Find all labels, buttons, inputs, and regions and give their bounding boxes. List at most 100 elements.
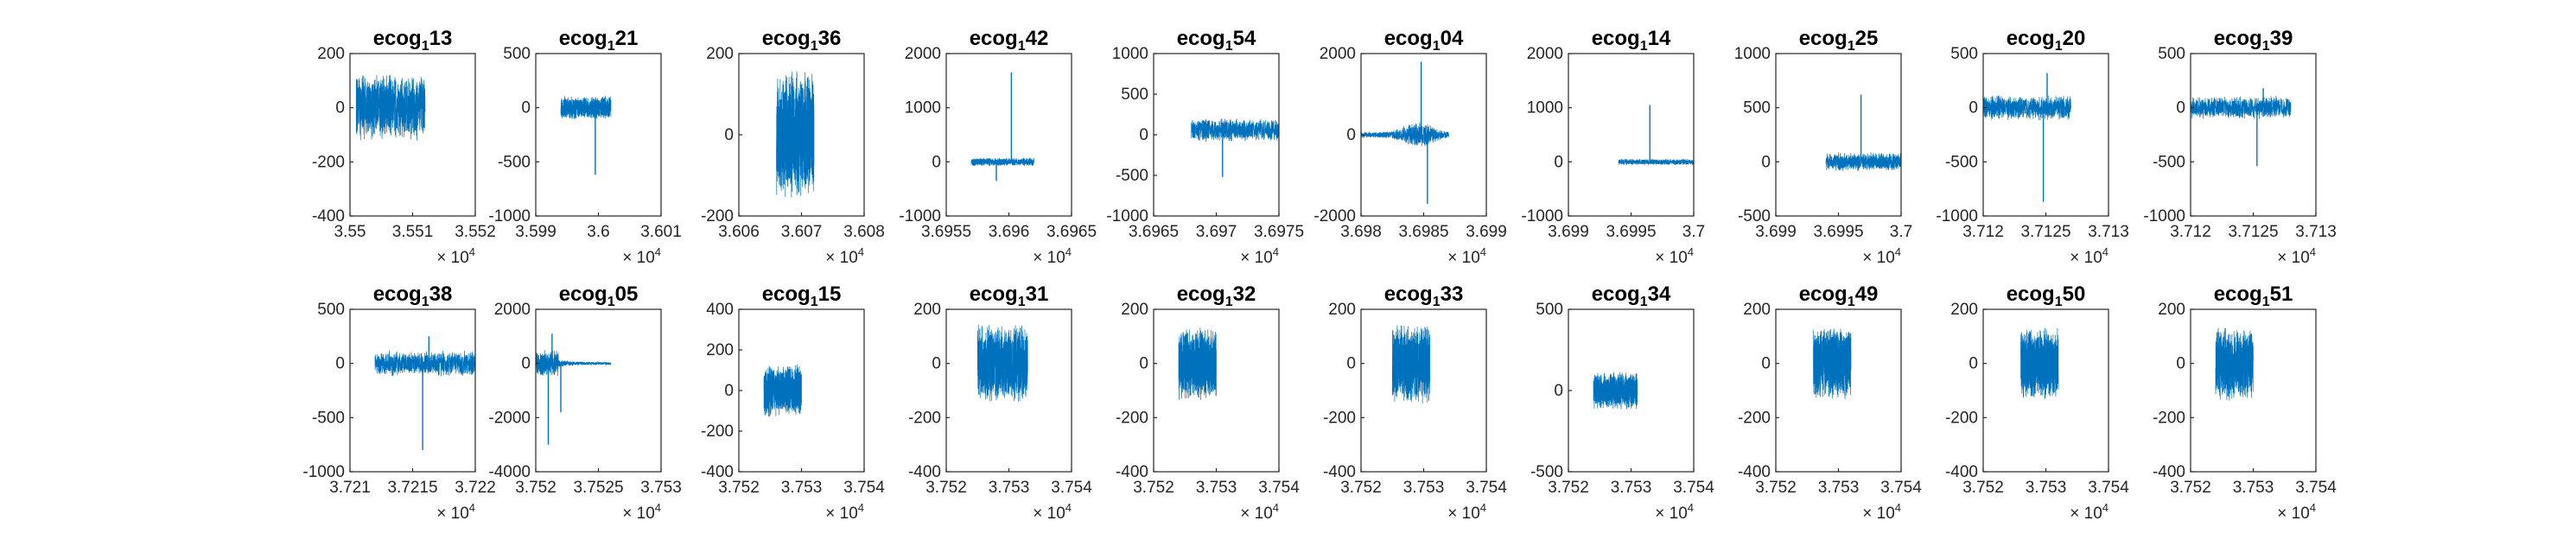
title-subscript: 1 <box>1018 295 1026 309</box>
y-tick-label: -200 <box>908 409 941 427</box>
series-trace <box>1391 325 1431 403</box>
title-base: ecog <box>762 283 811 306</box>
x-tick-label: 3.754 <box>843 479 885 497</box>
x-multiplier-base: × 10 <box>1655 505 1688 523</box>
subplot-title: ecog131 <box>970 283 1049 309</box>
y-tick-label: 200 <box>1121 301 1148 319</box>
x-tick-label: 3.753 <box>1611 479 1652 497</box>
title-base: ecog <box>762 27 811 50</box>
y-tick-label: -500 <box>1738 207 1771 226</box>
x-tick-label: 3.753 <box>989 479 1030 497</box>
y-tick-label: 0 <box>724 126 734 144</box>
subplot-title: ecog121 <box>559 27 639 54</box>
y-tick-label: -200 <box>1738 409 1771 427</box>
x-multiplier-base: × 10 <box>2070 505 2102 523</box>
subplot-ecog154: ecog154 3.6965 3.697 3.6975 -1000 -500 0 500 100… <box>1106 27 1304 267</box>
axes-box <box>1982 53 2109 217</box>
title-subscript: 1 <box>1640 295 1648 309</box>
y-tick-label: 200 <box>706 341 734 359</box>
title-subscript: 1 <box>1640 39 1648 54</box>
x-multiplier: × 104 <box>2277 501 2316 523</box>
y-tick-label: -1000 <box>1106 207 1148 226</box>
subplot-title: ecog136 <box>762 27 842 54</box>
x-tick-label: 3.722 <box>455 479 496 497</box>
x-multiplier: × 104 <box>1862 501 1901 523</box>
axes-box <box>535 53 662 217</box>
x-tick-label: 3.753 <box>2233 479 2274 497</box>
title-base: ecog <box>1384 283 1433 306</box>
x-multiplier: × 104 <box>1033 245 1072 267</box>
y-tick-label: -500 <box>312 409 345 427</box>
x-tick-label: 3.55 <box>334 223 366 241</box>
title-rest: 20 <box>2063 27 2086 50</box>
y-tick-label: -2000 <box>488 409 531 427</box>
y-tick-label: 500 <box>317 301 345 319</box>
y-tick-label: 500 <box>1743 99 1771 118</box>
subplot-title: ecog139 <box>2214 27 2293 54</box>
y-tick-label: -500 <box>498 153 531 171</box>
y-tick-label: 0 <box>1969 355 1978 373</box>
title-subscript: 1 <box>2055 295 2063 309</box>
x-tick-label: 3.752 <box>2170 479 2211 497</box>
x-tick-label: 3.753 <box>1818 479 1860 497</box>
subplot-ecog136: ecog136 3.606 3.607 3.608 -200 0 200 × 104 <box>701 27 885 267</box>
x-multiplier-exp: 4 <box>1895 501 1901 514</box>
axes-box <box>349 53 476 217</box>
x-multiplier-exp: 4 <box>1065 501 1072 514</box>
x-multiplier-exp: 4 <box>1480 501 1486 514</box>
x-tick-label: 3.7125 <box>2020 223 2070 241</box>
y-tick-label: -400 <box>701 463 734 481</box>
title-rest: 51 <box>2270 283 2293 306</box>
x-multiplier-base: × 10 <box>1655 249 1688 267</box>
y-tick-label: 0 <box>1761 355 1771 373</box>
series-trace <box>1813 328 1852 400</box>
x-tick-label: 3.7525 <box>573 479 623 497</box>
subplot-title: ecog154 <box>1177 27 1256 54</box>
y-tick-label: 1000 <box>1112 45 1148 63</box>
x-multiplier-base: × 10 <box>1447 505 1480 523</box>
x-tick-label: 3.752 <box>718 479 760 497</box>
title-rest: 39 <box>2270 27 2293 50</box>
x-tick-label: 3.6 <box>587 223 609 241</box>
series-trace <box>374 350 476 377</box>
x-tick-label: 3.607 <box>781 223 823 241</box>
subplot-ecog151: ecog151 3.752 3.753 3.754 -400 -200 0 200 × 104 <box>2153 283 2337 523</box>
title-base: ecog <box>970 27 1018 50</box>
x-multiplier-base: × 10 <box>1447 249 1480 267</box>
subplot-ecog138: ecog138 3.721 3.7215 3.722 -1000 -500 0 500 × 10… <box>302 283 495 523</box>
title-rest: 31 <box>1026 283 1049 306</box>
x-tick-label: 3.752 <box>515 479 557 497</box>
subplot-title: ecog120 <box>2007 27 2086 54</box>
subplot-title: ecog134 <box>1592 283 1671 309</box>
y-tick-label: 500 <box>503 45 531 63</box>
x-tick-label: 3.753 <box>2026 479 2067 497</box>
y-tick-label: 0 <box>1761 153 1771 171</box>
y-tick-label: -400 <box>2153 463 2185 481</box>
x-tick-label: 3.754 <box>1466 479 1507 497</box>
title-base: ecog <box>559 283 607 306</box>
title-base: ecog <box>2214 27 2262 50</box>
x-multiplier-exp: 4 <box>2102 501 2109 514</box>
x-tick-label: 3.599 <box>515 223 557 241</box>
subplot-title: ecog138 <box>373 283 453 309</box>
x-multiplier-exp: 4 <box>1480 245 1486 258</box>
subplot-ecog150: ecog150 3.752 3.753 3.754 -400 -200 0 200 × 104 <box>1945 283 2129 523</box>
y-tick-label: 0 <box>1969 99 1978 118</box>
title-rest: 42 <box>1026 27 1049 50</box>
y-tick-label: 0 <box>932 355 941 373</box>
x-multiplier-exp: 4 <box>858 501 864 514</box>
x-multiplier: × 104 <box>1447 245 1486 267</box>
x-tick-label: 3.753 <box>1196 479 1237 497</box>
y-tick-label: 200 <box>1950 301 1978 319</box>
title-subscript: 1 <box>811 295 818 309</box>
title-base: ecog <box>2007 283 2055 306</box>
title-base: ecog <box>1592 283 1640 306</box>
y-tick-label: 1000 <box>1527 99 1563 118</box>
x-tick-label: 3.6965 <box>1046 223 1097 241</box>
title-rest: 54 <box>1233 27 1256 50</box>
y-tick-label: 200 <box>2158 301 2185 319</box>
x-multiplier-exp: 4 <box>1688 245 1694 258</box>
axes-box <box>945 53 1072 217</box>
x-multiplier-base: × 10 <box>2277 249 2310 267</box>
y-tick-label: 1000 <box>905 99 941 118</box>
